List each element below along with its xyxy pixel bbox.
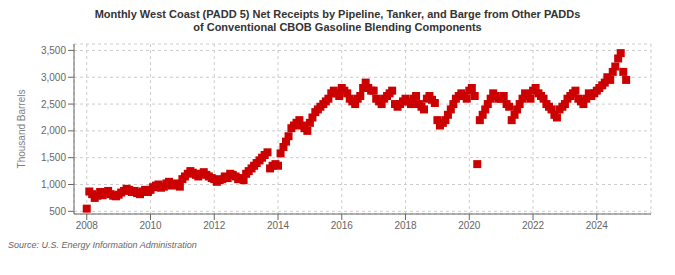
svg-text:2018: 2018 — [394, 220, 417, 231]
svg-text:2008: 2008 — [76, 220, 99, 231]
html-text:Source: U.S. Energy Informatio: Source: U.S. Energy Information Administ… — [8, 240, 197, 250]
svg-text:2010: 2010 — [139, 220, 162, 231]
svg-text:500: 500 — [49, 206, 66, 217]
svg-text:2,000: 2,000 — [41, 125, 66, 136]
svg-text:3,500: 3,500 — [41, 45, 66, 56]
svg-text:2014: 2014 — [267, 220, 290, 231]
svg-text:3,000: 3,000 — [41, 72, 66, 83]
svg-text:Thousand Barrels: Thousand Barrels — [16, 90, 27, 169]
svg-text:1,500: 1,500 — [41, 152, 66, 163]
svg-text:2022: 2022 — [522, 220, 545, 231]
svg-text:2012: 2012 — [203, 220, 226, 231]
svg-text:1,000: 1,000 — [41, 179, 66, 190]
svg-text:2,500: 2,500 — [41, 99, 66, 110]
html-text:of Conventional CBOB Gasoline: of Conventional CBOB Gasoline Blending C… — [193, 21, 482, 33]
html-text:Monthly West Coast (PADD 5) Ne: Monthly West Coast (PADD 5) Net Receipts… — [94, 8, 581, 20]
svg-text:2024: 2024 — [586, 220, 609, 231]
svg-text:2020: 2020 — [458, 220, 481, 231]
svg-text:2016: 2016 — [331, 220, 354, 231]
